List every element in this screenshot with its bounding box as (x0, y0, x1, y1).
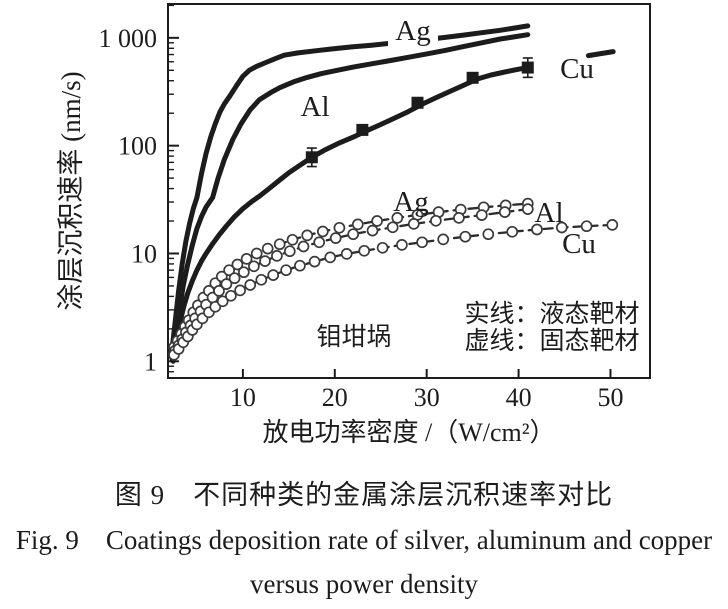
marker-circle-al-solid-target (259, 255, 271, 267)
marker-circle-cu-solid-target (531, 223, 543, 236)
x-tick-label: 50 (597, 383, 623, 412)
x-tick-label: 10 (230, 383, 256, 412)
series-label-cu-liquid: Cu (560, 53, 594, 85)
marker-circle-ag-solid-target (231, 258, 244, 271)
marker-circle-cu-solid-target (437, 233, 450, 246)
y-tick-label: 1 (144, 347, 157, 376)
marker-circle-al-solid-target (297, 240, 310, 253)
marker-circle-cu-solid-target (280, 264, 292, 277)
annotation-crucible: 钼坩埚 (316, 323, 391, 351)
x-tick-label: 20 (322, 383, 348, 412)
curve-cu-liquid-extension (585, 49, 616, 59)
figure-caption: 图 9 不同种类的金属涂层沉积速率对比 Fig. 9 Coatings depo… (0, 462, 728, 599)
series-label-cu-solid-target: Cu (562, 228, 596, 260)
marker-circle-ag-solid-target (301, 229, 314, 242)
marker-circle-al-solid-target (498, 206, 511, 218)
marker-circle-cu-solid-target (340, 248, 353, 260)
marker-circle-ag-solid-target (286, 233, 299, 246)
y-axis-label: 涂层沉积速率 (nm/s) (56, 71, 86, 310)
marker-circle-al-solid-target (366, 224, 379, 237)
marker-circle-ag-solid-target (250, 247, 263, 260)
y-tick-label: 1 000 (99, 24, 158, 53)
x-tick-label: 40 (506, 383, 532, 412)
series-label-bg (290, 89, 340, 123)
marker-circle-cu-solid-target (358, 244, 371, 257)
marker-circle-cu-solid-target (482, 228, 495, 241)
marker-circle-al-solid-target (228, 272, 241, 285)
marker-circle-cu-solid-target (267, 269, 280, 281)
marker-circle-ag-solid-target (261, 242, 274, 255)
caption-english-line1: Fig. 9 Coatings deposition rate of silve… (15, 525, 713, 555)
marker-circle-cu-solid-target (216, 295, 229, 308)
marker-circle-cu-solid-target (555, 221, 568, 234)
marker-circle-cu-solid-target (396, 239, 408, 251)
series-label-ag-solid-target: Ag (393, 186, 428, 218)
marker-circle-ag-solid-target (316, 225, 329, 238)
marker-circle-cu-solid-target (234, 284, 246, 297)
curve-cu-liquid (170, 65, 531, 364)
x-axis-label: 放电功率密度 /（W/cm²） (262, 418, 555, 447)
caption-english-line2: versus power density (250, 569, 478, 599)
marker-circle-al-solid-target (329, 232, 342, 244)
curve-al-liquid (169, 32, 531, 362)
marker-circle-al-solid-target (220, 278, 233, 290)
marker-circle-al-solid-target (386, 221, 399, 234)
x-tick-label: 30 (414, 383, 440, 412)
marker-circle-cu-solid-target (416, 236, 428, 249)
marker-square-cu-liquid (521, 61, 534, 74)
legend-solid-line: 实线：液态靶材 (464, 300, 639, 328)
marker-circle-cu-solid-target (294, 259, 306, 272)
marker-circle-cu-solid-target (225, 289, 237, 302)
series-label-ag-liquid: Ag (395, 15, 430, 47)
marker-circle-al-solid-target (475, 209, 488, 221)
marker-circle-cu-solid-target (308, 255, 321, 268)
plot-frame (167, 3, 651, 379)
marker-circle-ag-solid-target (351, 218, 364, 231)
marker-circle-al-solid-target (271, 250, 283, 262)
marker-circle-al-solid-target (248, 260, 260, 273)
marker-circle-cu-solid-target (506, 225, 519, 238)
marker-circle-ag-solid-target (333, 221, 346, 234)
series-label-al-liquid: Al (301, 91, 330, 123)
marker-circle-al-solid-target (313, 236, 326, 249)
marker-circle-al-solid-target (347, 228, 360, 241)
marker-circle-al-solid-target (453, 212, 465, 224)
marker-circle-ag-solid-target (240, 253, 253, 265)
marker-circle-cu-solid-target (606, 219, 619, 231)
marker-circle-al-solid-target (521, 203, 534, 215)
legend-dashed-line: 虚线：固态靶材 (464, 327, 639, 355)
marker-circle-al-solid-target (430, 214, 442, 227)
marker-circle-al-solid-target (283, 245, 296, 258)
marker-circle-al-solid-target (213, 285, 225, 297)
marker-circle-ag-solid-target (273, 238, 286, 251)
y-tick-label: 10 (131, 239, 157, 268)
marker-circle-ag-solid-target (391, 212, 404, 224)
marker-square-cu-liquid (305, 151, 318, 164)
marker-circle-cu-solid-target (255, 273, 268, 286)
marker-circle-cu-solid-target (459, 230, 472, 243)
series-label-bg (388, 13, 438, 47)
y-tick-label: 100 (118, 132, 157, 161)
marker-circle-cu-solid-target (244, 279, 257, 291)
marker-circle-cu-solid-target (376, 241, 389, 254)
deposition-rate-chart: 10 20 30 40 50 1 000 100 10 1 放电功率密度 /（W/cm²） 涂层沉积… (56, 3, 651, 447)
marker-circle-al-solid-target (237, 266, 250, 279)
marker-circle-cu-solid-target (580, 220, 593, 233)
marker-circle-ag-solid-target (223, 264, 235, 277)
series-label-al-solid-target: Al (535, 197, 564, 229)
marker-square-cu-liquid (411, 96, 424, 109)
marker-circle-ag-solid-target (371, 215, 383, 227)
caption-chinese: 图 9 不同种类的金属涂层沉积速率对比 (114, 480, 614, 510)
marker-circle-al-solid-target (407, 218, 420, 230)
marker-circle-cu-solid-target (324, 251, 337, 264)
marker-square-cu-liquid (356, 123, 369, 136)
marker-square-cu-liquid (466, 71, 479, 84)
